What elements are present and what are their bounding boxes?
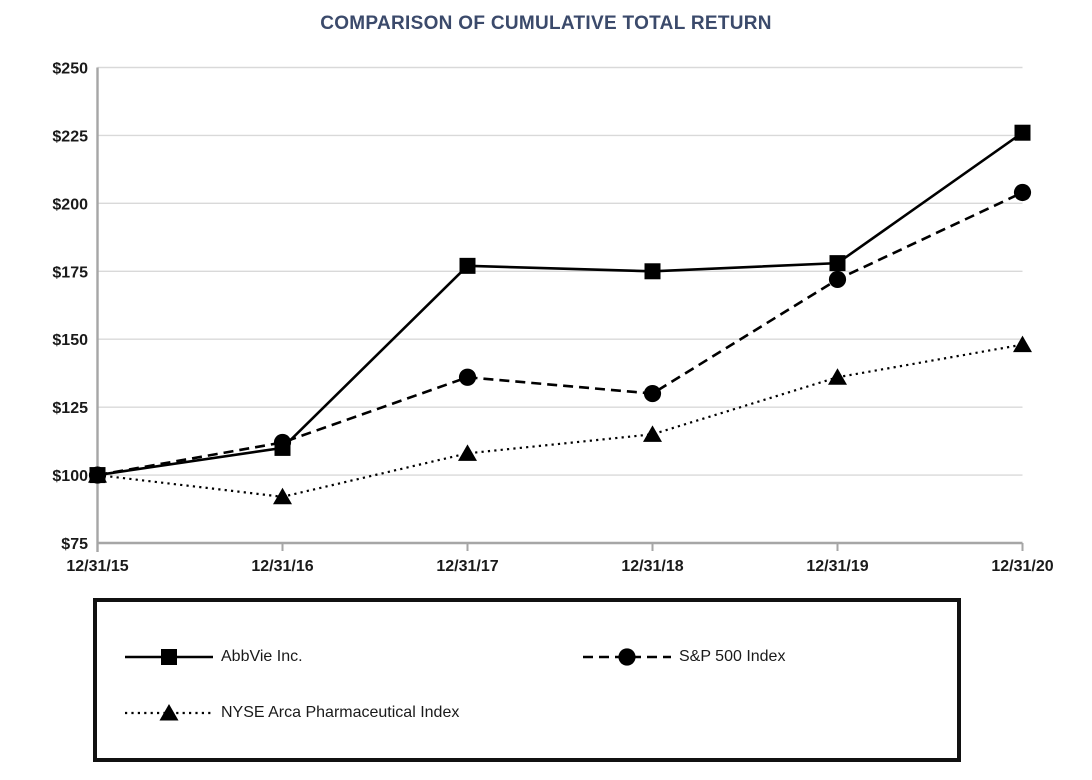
y-tick-label-175: $175 (52, 264, 88, 281)
data-point-2-1 (273, 487, 292, 505)
data-point-1-4 (828, 270, 847, 289)
triangle-sample-marker (159, 704, 179, 721)
legend-label-nyse-arca: NYSE Arca Pharmaceutical Index (221, 704, 460, 721)
legend-item-nyse-arca: NYSE Arca Pharmaceutical Index (125, 701, 459, 725)
legend-label-sp500: S&P 500 Index (679, 648, 786, 665)
series-line-2 (97, 343, 1023, 498)
x-tick-label-0: 12/31/15 (66, 558, 128, 575)
legend-item-sp500: S&P 500 Index (583, 645, 785, 669)
data-point-0-2 (459, 257, 476, 274)
y-tick-label-100: $100 (52, 468, 88, 485)
data-point-0-3 (644, 263, 661, 280)
y-tick-label-125: $125 (52, 400, 88, 417)
x-tick-label-3: 12/31/18 (621, 558, 683, 575)
abbvie-line-sample-icon (125, 649, 213, 665)
data-point-0-4 (829, 255, 846, 272)
series-line-1 (97, 191, 1024, 477)
data-point-0-1 (274, 439, 291, 456)
nyse-arca-line-sample-icon (125, 704, 213, 721)
data-point-1-3 (643, 384, 662, 403)
data-point-2-3 (643, 425, 662, 442)
sp500-line-sample-icon (583, 648, 671, 666)
chart-legend-box: AbbVie Inc. S&P 500 Index NYSE Arca Phar… (93, 598, 961, 762)
square-sample-marker (161, 649, 177, 665)
x-tick-label-4: 12/31/19 (806, 558, 868, 575)
data-point-1-5 (1013, 183, 1032, 202)
data-point-2-2 (458, 444, 477, 461)
x-tick-label-1: 12/31/16 (251, 558, 313, 575)
data-point-0-5 (1014, 124, 1031, 141)
series-line-0 (97, 131, 1024, 477)
y-tick-label-225: $225 (52, 128, 88, 145)
data-point-0-0 (89, 467, 106, 484)
chart-title: COMPARISON OF CUMULATIVE TOTAL RETURN (320, 13, 772, 34)
x-tick-label-2: 12/31/17 (436, 558, 498, 575)
legend-label-abbvie: AbbVie Inc. (221, 648, 303, 665)
y-tick-label-200: $200 (52, 196, 88, 213)
y-tick-label-250: $250 (52, 61, 88, 78)
legend-item-abbvie: AbbVie Inc. (125, 645, 303, 669)
y-tick-label-150: $150 (52, 332, 88, 349)
cumulative-return-line-chart: $75 $100 $125 $150 $175 $200 $225 $250 12/31/15 1… (52, 61, 1053, 576)
data-point-2-4 (828, 368, 847, 385)
x-tick-label-5: 12/31/20 (991, 558, 1053, 575)
y-tick-label-75: $75 (61, 536, 88, 553)
data-point-1-2 (458, 368, 477, 386)
data-point-2-5 (1013, 335, 1032, 353)
circle-sample-marker (618, 648, 636, 666)
